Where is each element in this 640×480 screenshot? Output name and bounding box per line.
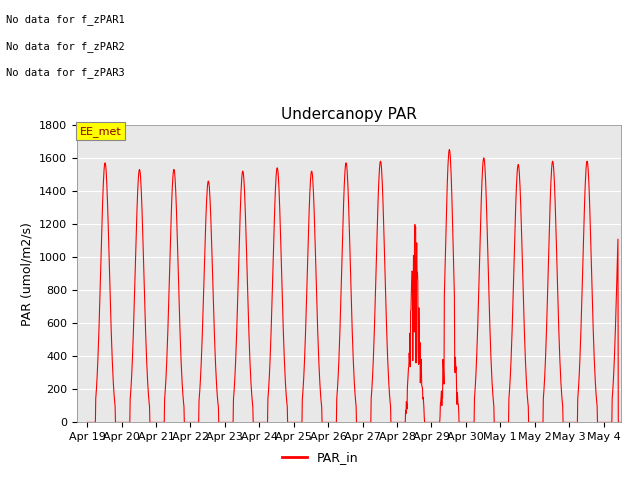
Text: No data for f_zPAR2: No data for f_zPAR2 [6,41,125,52]
Text: No data for f_zPAR1: No data for f_zPAR1 [6,14,125,25]
Text: EE_met: EE_met [79,126,121,137]
Y-axis label: PAR (umol/m2/s): PAR (umol/m2/s) [20,222,33,325]
Legend: PAR_in: PAR_in [276,446,364,469]
Title: Undercanopy PAR: Undercanopy PAR [281,107,417,122]
Text: No data for f_zPAR3: No data for f_zPAR3 [6,67,125,78]
